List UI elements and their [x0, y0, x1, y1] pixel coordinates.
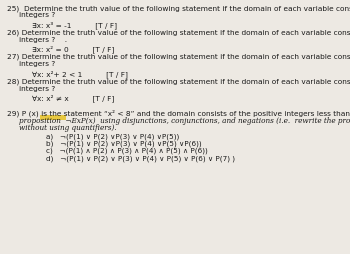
Text: integers ?    .: integers ? .	[19, 37, 67, 43]
Text: c)   ¬(P(1) ∧ P(2) ∧ P(3) ∧ P(4) ∧ P(5) ∧ P(6)): c) ¬(P(1) ∧ P(2) ∧ P(3) ∧ P(4) ∧ P(5) ∧ …	[46, 148, 207, 154]
Text: ∀x: x²+ 2 < 1          [T / F]: ∀x: x²+ 2 < 1 [T / F]	[32, 70, 127, 78]
Text: 28) Determine the truth value of the following statement if the domain of each v: 28) Determine the truth value of the fol…	[7, 78, 350, 85]
Text: ∃x: x³ = -1          [T / F]: ∃x: x³ = -1 [T / F]	[32, 21, 117, 29]
Text: ∃x: x² = 0          [T / F]: ∃x: x² = 0 [T / F]	[32, 46, 114, 54]
Text: integers ?: integers ?	[19, 61, 56, 67]
Text: without using quantifiers).: without using quantifiers).	[19, 124, 117, 132]
Text: integers ?: integers ?	[19, 12, 56, 19]
Text: 29) P (x) is the statement “x² < 8” and the domain consists of the positive inte: 29) P (x) is the statement “x² < 8” and …	[7, 110, 350, 117]
Text: a)   ¬(P(1) ∨ P(2) ∨P(3) ∨ P(4) ∨P(5)): a) ¬(P(1) ∨ P(2) ∨P(3) ∨ P(4) ∨P(5))	[46, 133, 179, 140]
Text: 27) Determine the truth value of the following statement if the domain of each v: 27) Determine the truth value of the fol…	[7, 54, 350, 60]
Text: ∀x: x² ≠ x          [T / F]: ∀x: x² ≠ x [T / F]	[32, 94, 114, 102]
Text: 25)  Determine the truth value of the following statement if the domain of each : 25) Determine the truth value of the fol…	[7, 5, 350, 12]
FancyBboxPatch shape	[40, 115, 66, 120]
Text: integers ?: integers ?	[19, 86, 56, 92]
Text: 26) Determine the truth value of the following statement if the domain of each v: 26) Determine the truth value of the fol…	[7, 29, 350, 36]
Text: b)   ¬(P(1) ∨ P(2) ∨P(3) ∨ P(4) ∨P(5) ∨P(6)): b) ¬(P(1) ∨ P(2) ∨P(3) ∨ P(4) ∨P(5) ∨P(6…	[46, 140, 201, 147]
Text: d)   ¬(P(1) ∨ P(2) ∨ P(3) ∨ P(4) ∨ P(5) ∨ P(6) ∨ P(7) ): d) ¬(P(1) ∨ P(2) ∨ P(3) ∨ P(4) ∨ P(5) ∨ …	[46, 155, 234, 162]
Text: proposition  ¬ExP(x)  using disjunctions, conjunctions, and negations (i.e.  rew: proposition ¬ExP(x) using disjunctions, …	[19, 117, 350, 125]
